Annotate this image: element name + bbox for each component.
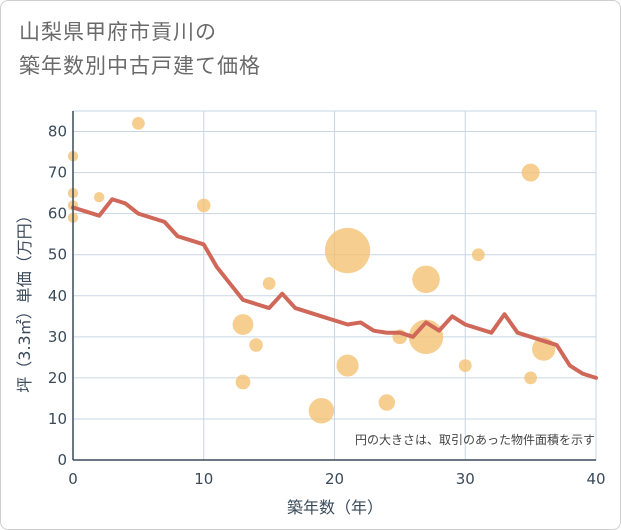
data-bubble [196,198,211,213]
y-tick-label: 0 [57,451,67,469]
data-bubble [412,265,440,294]
y-tick-label: 80 [48,123,67,141]
data-bubble [249,338,263,352]
y-tick-label: 60 [48,205,67,223]
y-tick-label: 20 [48,369,67,387]
tick-labels: 0 10 20 30 40 0 10 20 30 40 50 60 70 80 [48,123,606,488]
axes [72,111,596,461]
x-tick-label: 30 [456,470,475,488]
chart-title-line-1: 山梨県甲府市貢川の [19,20,217,44]
data-bubble [132,116,145,130]
data-bubble [324,227,371,274]
grid-lines [72,110,597,461]
y-tick-label: 10 [48,410,67,428]
data-bubble [308,397,335,424]
y-tick-label: 50 [48,246,67,264]
bubble-series [67,116,556,424]
data-bubble [262,277,276,290]
data-bubble [458,359,472,372]
x-axis-label: 築年数（年） [287,498,383,517]
chart-title: 山梨県甲府市貢川の 築年数別中古戸建て価格 [19,15,261,83]
y-tick-label: 40 [48,287,67,305]
chart-title-line-2: 築年数別中古戸建て価格 [19,54,261,78]
size-note: 円の大きさは、取引のあった物件面積を示す [355,432,595,447]
y-tick-label: 30 [48,328,67,346]
x-tick-label: 40 [586,470,605,488]
data-bubble [232,314,254,335]
y-tick-label: 70 [48,164,67,182]
x-tick-label: 20 [325,470,344,488]
data-bubble [471,248,485,262]
trend-line [71,197,598,380]
x-tick-label: 0 [68,470,78,488]
data-bubble [235,374,251,390]
x-tick-label: 10 [194,470,213,488]
data-bubble [336,354,359,377]
data-bubble [524,371,537,385]
data-bubble [93,192,105,203]
data-bubble [521,163,540,182]
data-bubble [378,394,396,411]
trend-line-group [71,197,598,380]
y-axis-label: 坪（3.3㎡）単価（万円） [15,207,34,392]
